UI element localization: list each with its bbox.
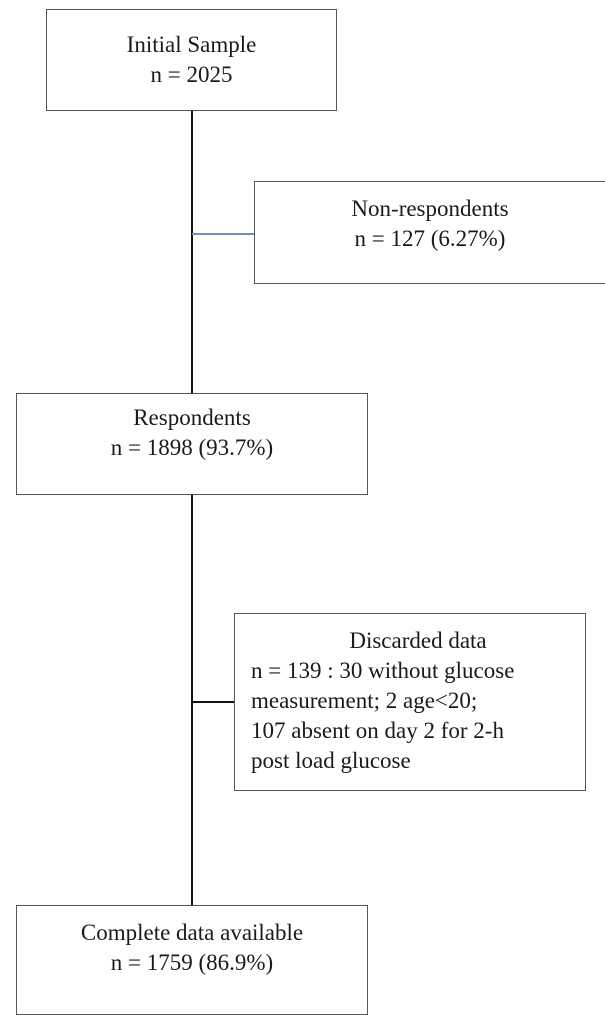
respondents-box: Respondents n = 1898 (93.7%) [16, 393, 368, 495]
initial-sample-count: n = 2025 [150, 62, 233, 87]
discarded-data-line-2: measurement; 2 age<20; [251, 688, 478, 713]
respondents-title: Respondents [133, 405, 251, 430]
discarded-data-line-4: post load glucose [251, 748, 411, 773]
discarded-data-title: Discarded data [349, 628, 487, 653]
discarded-data-box: Discarded data n = 139 : 30 without gluc… [234, 613, 586, 791]
non-respondents-count: n = 127 (6.27%) [354, 226, 506, 251]
non-respondents-title: Non-respondents [351, 196, 509, 221]
non-respondents-box: Non-respondents n = 127 (6.27%) [254, 181, 605, 284]
complete-data-box: Complete data available n = 1759 (86.9%) [16, 905, 368, 1015]
respondents-count: n = 1898 (93.7%) [110, 435, 274, 460]
initial-sample-box: Initial Sample n = 2025 [46, 9, 337, 111]
initial-sample-title: Initial Sample [126, 32, 257, 57]
complete-data-title: Complete data available [80, 920, 304, 945]
discarded-data-line-3: 107 absent on day 2 for 2-h [251, 718, 504, 743]
complete-data-count: n = 1759 (86.9%) [110, 950, 274, 975]
discarded-data-line-1: n = 139 : 30 without glucose [251, 658, 515, 683]
